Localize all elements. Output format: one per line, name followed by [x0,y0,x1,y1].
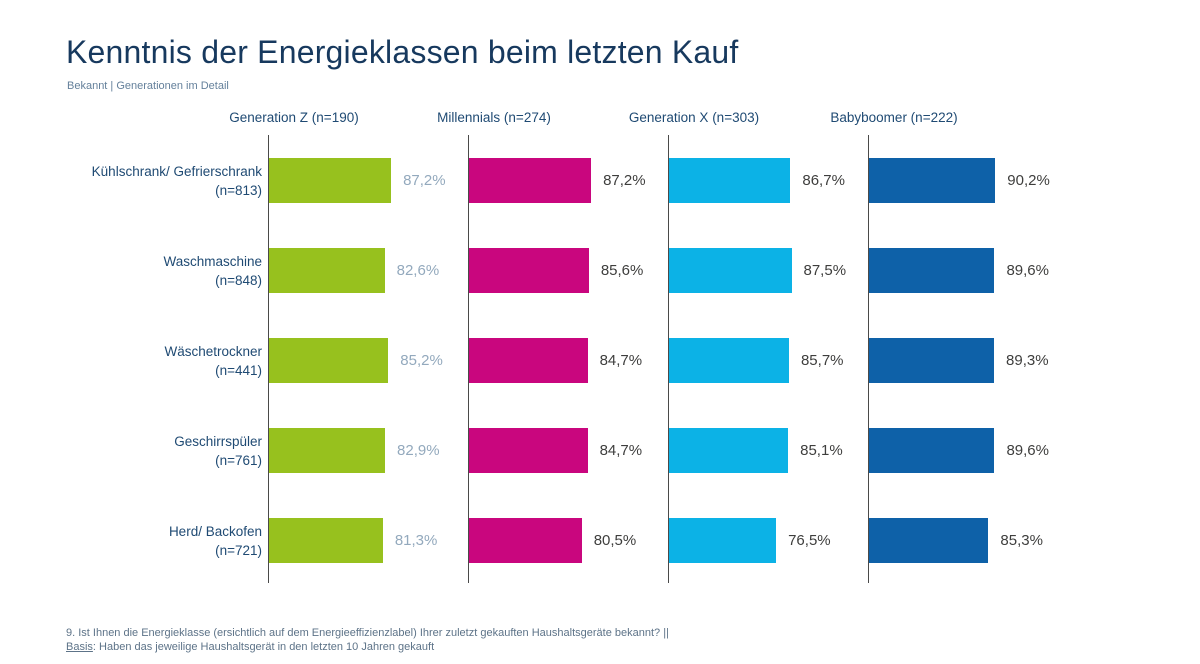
bar-value-label: 89,6% [1006,262,1049,279]
bar-generation-x [669,338,789,383]
category-sample-size: (n=813) [215,182,262,198]
footnote-question: 9. Ist Ihnen die Energieklasse (ersichtl… [66,627,669,639]
axis-line [268,135,269,583]
category-name: Herd/ Backofen [168,523,262,539]
bar-value-label: 84,7% [599,352,643,369]
bar-value-label: 87,2% [603,172,646,189]
category-name: Geschirrspüler [174,433,262,449]
bar-generation-z [269,338,389,383]
category-sample-size: (n=761) [215,452,262,468]
footnote: 9. Ist Ihnen die Energieklasse (ersichtl… [66,626,669,654]
group-header: Generation Z (n=190) [229,110,359,125]
bar-value-label: 85,7% [800,352,844,369]
bar-value-label: 82,9% [397,442,440,459]
bar-millennials [469,248,589,293]
category-label: Waschmaschine (n=848) [82,252,262,290]
category-sample-size: (n=721) [215,542,262,558]
bar-millennials [469,338,588,383]
bar-value-label: 90,2% [1007,172,1050,189]
bar-generation-z [269,248,385,293]
category-label: Kühlschrank/ Gefrierschrank (n=813) [82,162,262,200]
bar-generation-x [669,158,791,203]
bar-generation-z [269,518,383,563]
bar-generation-x [669,428,789,473]
category-label: Wäschetrockner (n=441) [82,342,262,380]
bar-value-label: 82,6% [396,262,440,279]
category-label: Geschirrspüler (n=761) [82,432,262,470]
footnote-basis-text: : Haben das jeweilige Haushaltsgerät in … [92,641,435,653]
group-header: Babyboomer (n=222) [830,110,958,125]
bar-value-label: 85,6% [600,262,644,279]
bar-generation-z [269,158,392,203]
bar-generation-x [669,518,777,563]
bar-babyboomer [869,338,995,383]
axis-line [468,135,469,583]
group-header: Generation X (n=303) [628,110,760,125]
bar-generation-z [269,428,386,473]
bar-millennials [469,428,588,473]
bar-value-label: 89,3% [1006,352,1049,369]
bar-millennials [469,518,582,563]
bar-value-label: 80,5% [593,532,637,549]
bar-babyboomer [869,248,995,293]
category-name: Wäschetrockner [164,343,262,359]
footnote-basis: Basis: Haben das jeweilige Haushaltsgerä… [66,640,669,654]
bar-value-label: 84,7% [599,442,643,459]
category-name: Kühlschrank/ Gefrierschrank [91,163,262,179]
bar-value-label: 81,3% [394,532,438,549]
group-header: Millennials (n=274) [437,110,551,125]
category-sample-size: (n=848) [215,272,262,288]
bar-value-label: 87,5% [803,262,847,279]
bar-generation-x [669,248,792,293]
bar-value-label: 85,2% [400,352,443,369]
bar-value-label: 89,6% [1006,442,1049,459]
page-subtitle: Bekannt | Generationen im Detail [67,80,229,92]
category-label: Herd/ Backofen (n=721) [82,522,262,560]
category-name: Waschmaschine [163,253,262,269]
bar-babyboomer [869,518,989,563]
axis-line [668,135,669,583]
bar-value-label: 86,7% [802,172,845,189]
bar-value-label: 85,3% [1000,532,1043,549]
bar-babyboomer [869,428,995,473]
bar-babyboomer [869,158,996,203]
bar-value-label: 85,1% [800,442,843,459]
bar-value-label: 87,2% [403,172,446,189]
category-sample-size: (n=441) [215,362,262,378]
page-title: Kenntnis der Energieklassen beim letzten… [66,34,739,70]
bar-value-label: 76,5% [788,532,831,549]
footnote-basis-label: Basis [66,641,93,653]
bar-millennials [469,158,592,203]
axis-line [868,135,869,583]
